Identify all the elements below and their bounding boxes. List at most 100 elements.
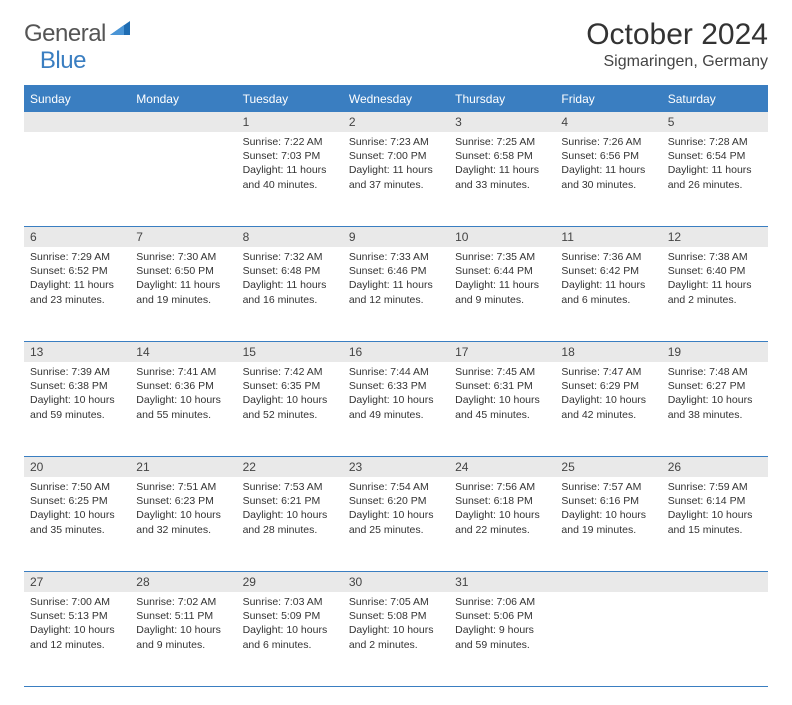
day-cell: Sunrise: 7:57 AMSunset: 6:16 PMDaylight:… (555, 477, 661, 572)
sunrise-text: Sunrise: 7:05 AM (349, 595, 443, 609)
day-header: Wednesday (343, 86, 449, 112)
sunrise-text: Sunrise: 7:25 AM (455, 135, 549, 149)
sunrise-text: Sunrise: 7:38 AM (668, 250, 762, 264)
day-number-cell (130, 112, 236, 133)
day-header: Sunday (24, 86, 130, 112)
sunset-text: Sunset: 6:58 PM (455, 149, 549, 163)
day-cell: Sunrise: 7:45 AMSunset: 6:31 PMDaylight:… (449, 362, 555, 457)
day-cell: Sunrise: 7:23 AMSunset: 7:00 PMDaylight:… (343, 132, 449, 227)
day-cell: Sunrise: 7:06 AMSunset: 5:06 PMDaylight:… (449, 592, 555, 687)
daylight-text: Daylight: 11 hours and 40 minutes. (243, 163, 337, 191)
day-cell: Sunrise: 7:38 AMSunset: 6:40 PMDaylight:… (662, 247, 768, 342)
day-number-cell (555, 572, 661, 593)
day-number-cell: 5 (662, 112, 768, 133)
day-cell (555, 592, 661, 687)
sunrise-text: Sunrise: 7:30 AM (136, 250, 230, 264)
sunrise-text: Sunrise: 7:57 AM (561, 480, 655, 494)
sunrise-text: Sunrise: 7:45 AM (455, 365, 549, 379)
day-cell: Sunrise: 7:00 AMSunset: 5:13 PMDaylight:… (24, 592, 130, 687)
day-number-cell: 29 (237, 572, 343, 593)
sunrise-text: Sunrise: 7:02 AM (136, 595, 230, 609)
day-cell: Sunrise: 7:33 AMSunset: 6:46 PMDaylight:… (343, 247, 449, 342)
day-cell: Sunrise: 7:03 AMSunset: 5:09 PMDaylight:… (237, 592, 343, 687)
day-cell: Sunrise: 7:59 AMSunset: 6:14 PMDaylight:… (662, 477, 768, 572)
day-cell: Sunrise: 7:51 AMSunset: 6:23 PMDaylight:… (130, 477, 236, 572)
day-cell: Sunrise: 7:26 AMSunset: 6:56 PMDaylight:… (555, 132, 661, 227)
sunset-text: Sunset: 6:27 PM (668, 379, 762, 393)
day-cell: Sunrise: 7:32 AMSunset: 6:48 PMDaylight:… (237, 247, 343, 342)
daylight-text: Daylight: 10 hours and 19 minutes. (561, 508, 655, 536)
day-number-cell: 20 (24, 457, 130, 478)
sunrise-text: Sunrise: 7:29 AM (30, 250, 124, 264)
sunrise-text: Sunrise: 7:41 AM (136, 365, 230, 379)
daylight-text: Daylight: 11 hours and 37 minutes. (349, 163, 443, 191)
sunrise-text: Sunrise: 7:35 AM (455, 250, 549, 264)
sunrise-text: Sunrise: 7:53 AM (243, 480, 337, 494)
sunrise-text: Sunrise: 7:47 AM (561, 365, 655, 379)
daylight-text: Daylight: 10 hours and 49 minutes. (349, 393, 443, 421)
day-cell: Sunrise: 7:50 AMSunset: 6:25 PMDaylight:… (24, 477, 130, 572)
sunset-text: Sunset: 5:08 PM (349, 609, 443, 623)
day-number-cell: 16 (343, 342, 449, 363)
day-number-cell: 15 (237, 342, 343, 363)
day-number-row: 2728293031 (24, 572, 768, 593)
daylight-text: Daylight: 10 hours and 2 minutes. (349, 623, 443, 651)
day-cell (130, 132, 236, 227)
sunset-text: Sunset: 6:25 PM (30, 494, 124, 508)
daylight-text: Daylight: 11 hours and 9 minutes. (455, 278, 549, 306)
logo-text-blue: Blue (40, 47, 86, 75)
day-cell: Sunrise: 7:05 AMSunset: 5:08 PMDaylight:… (343, 592, 449, 687)
daylight-text: Daylight: 10 hours and 6 minutes. (243, 623, 337, 651)
day-number-cell: 4 (555, 112, 661, 133)
sunrise-text: Sunrise: 7:42 AM (243, 365, 337, 379)
day-cell: Sunrise: 7:02 AMSunset: 5:11 PMDaylight:… (130, 592, 236, 687)
day-cell: Sunrise: 7:36 AMSunset: 6:42 PMDaylight:… (555, 247, 661, 342)
day-cell: Sunrise: 7:41 AMSunset: 6:36 PMDaylight:… (130, 362, 236, 457)
sunset-text: Sunset: 6:20 PM (349, 494, 443, 508)
daylight-text: Daylight: 11 hours and 12 minutes. (349, 278, 443, 306)
day-number-row: 12345 (24, 112, 768, 133)
sunset-text: Sunset: 5:06 PM (455, 609, 549, 623)
calendar-content-row: Sunrise: 7:50 AMSunset: 6:25 PMDaylight:… (24, 477, 768, 572)
sunset-text: Sunset: 6:50 PM (136, 264, 230, 278)
title-block: October 2024 Sigmaringen, Germany (586, 18, 768, 71)
sunrise-text: Sunrise: 7:36 AM (561, 250, 655, 264)
day-number-row: 20212223242526 (24, 457, 768, 478)
sunset-text: Sunset: 6:42 PM (561, 264, 655, 278)
day-number-cell: 8 (237, 227, 343, 248)
daylight-text: Daylight: 10 hours and 35 minutes. (30, 508, 124, 536)
daylight-text: Daylight: 10 hours and 59 minutes. (30, 393, 124, 421)
day-cell: Sunrise: 7:48 AMSunset: 6:27 PMDaylight:… (662, 362, 768, 457)
day-cell: Sunrise: 7:56 AMSunset: 6:18 PMDaylight:… (449, 477, 555, 572)
day-number-cell: 13 (24, 342, 130, 363)
day-number-cell: 2 (343, 112, 449, 133)
day-number-cell: 21 (130, 457, 236, 478)
daylight-text: Daylight: 10 hours and 12 minutes. (30, 623, 124, 651)
sunset-text: Sunset: 6:29 PM (561, 379, 655, 393)
sunset-text: Sunset: 6:14 PM (668, 494, 762, 508)
sunset-text: Sunset: 6:48 PM (243, 264, 337, 278)
sunset-text: Sunset: 6:38 PM (30, 379, 124, 393)
day-cell: Sunrise: 7:28 AMSunset: 6:54 PMDaylight:… (662, 132, 768, 227)
day-cell: Sunrise: 7:53 AMSunset: 6:21 PMDaylight:… (237, 477, 343, 572)
day-number-row: 13141516171819 (24, 342, 768, 363)
day-number-cell: 26 (662, 457, 768, 478)
sunrise-text: Sunrise: 7:51 AM (136, 480, 230, 494)
daylight-text: Daylight: 11 hours and 16 minutes. (243, 278, 337, 306)
daylight-text: Daylight: 10 hours and 45 minutes. (455, 393, 549, 421)
daylight-text: Daylight: 11 hours and 23 minutes. (30, 278, 124, 306)
day-number-cell: 6 (24, 227, 130, 248)
day-cell (24, 132, 130, 227)
day-number-cell: 9 (343, 227, 449, 248)
day-number-cell: 25 (555, 457, 661, 478)
sunrise-text: Sunrise: 7:48 AM (668, 365, 762, 379)
day-cell: Sunrise: 7:25 AMSunset: 6:58 PMDaylight:… (449, 132, 555, 227)
day-cell: Sunrise: 7:44 AMSunset: 6:33 PMDaylight:… (343, 362, 449, 457)
day-header: Monday (130, 86, 236, 112)
daylight-text: Daylight: 10 hours and 38 minutes. (668, 393, 762, 421)
day-number-cell: 7 (130, 227, 236, 248)
daylight-text: Daylight: 10 hours and 42 minutes. (561, 393, 655, 421)
day-cell: Sunrise: 7:42 AMSunset: 6:35 PMDaylight:… (237, 362, 343, 457)
daylight-text: Daylight: 11 hours and 33 minutes. (455, 163, 549, 191)
day-cell: Sunrise: 7:47 AMSunset: 6:29 PMDaylight:… (555, 362, 661, 457)
